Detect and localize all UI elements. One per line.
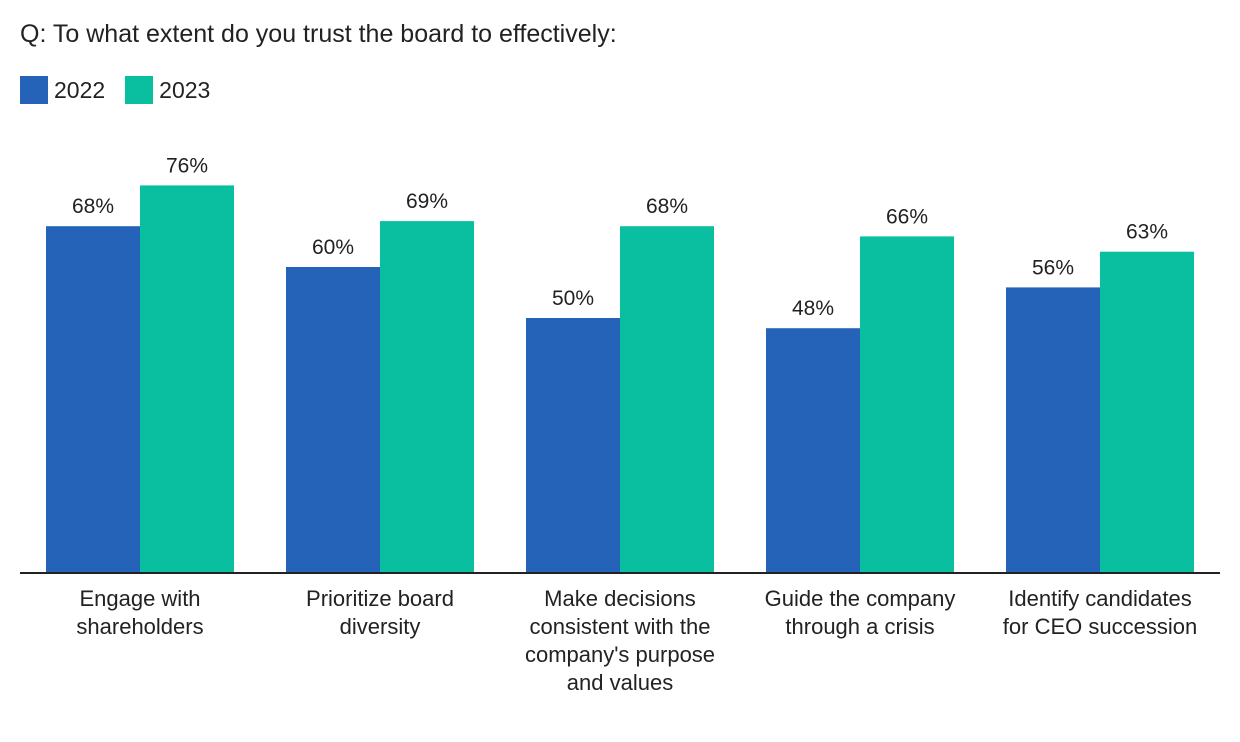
bar-2023-2: [620, 226, 714, 573]
data-label-2022-1: 60%: [312, 236, 354, 259]
chart-title: Q: To what extent do you trust the board…: [20, 20, 617, 48]
data-label-2023-2: 68%: [646, 195, 688, 218]
legend-swatch-2023: [125, 76, 154, 104]
category-label-2: Make decisions consistent with the company…: [525, 586, 715, 695]
category-label-4: Identify candidates for CEO succession: [1003, 586, 1197, 639]
bar-2023-3: [860, 236, 954, 573]
bar-2022-2: [526, 318, 620, 573]
data-label-2023-3: 66%: [886, 205, 928, 228]
category-label-0: Engage with shareholders: [76, 586, 203, 639]
data-label-2023-1: 69%: [406, 190, 448, 213]
data-label-2022-0: 68%: [72, 195, 114, 218]
bar-2022-1: [286, 267, 380, 573]
bar-2023-0: [140, 185, 234, 573]
bar-2022-0: [46, 226, 140, 573]
category-label-3: Guide the company through a crisis: [765, 586, 956, 639]
data-label-2022-3: 48%: [792, 297, 834, 320]
bar-2023-4: [1100, 251, 1194, 573]
legend-label-2023: 2023: [159, 76, 211, 103]
data-label-2023-4: 63%: [1126, 221, 1168, 244]
legend: 2022 2023: [20, 76, 230, 104]
legend-label-2022: 2022: [54, 76, 106, 103]
bar-2022-3: [766, 328, 860, 573]
data-label-2023-0: 76%: [166, 154, 208, 177]
legend-swatch-2022: [20, 76, 48, 104]
bar-2022-4: [1006, 287, 1100, 573]
data-label-2022-4: 56%: [1032, 256, 1074, 279]
legend-item-2022: 2022: [20, 76, 105, 104]
bar-2023-1: [380, 221, 474, 573]
category-label-1: Prioritize board diversity: [306, 586, 454, 639]
data-label-2022-2: 50%: [552, 287, 594, 310]
legend-item-2023: 2023: [125, 76, 210, 104]
